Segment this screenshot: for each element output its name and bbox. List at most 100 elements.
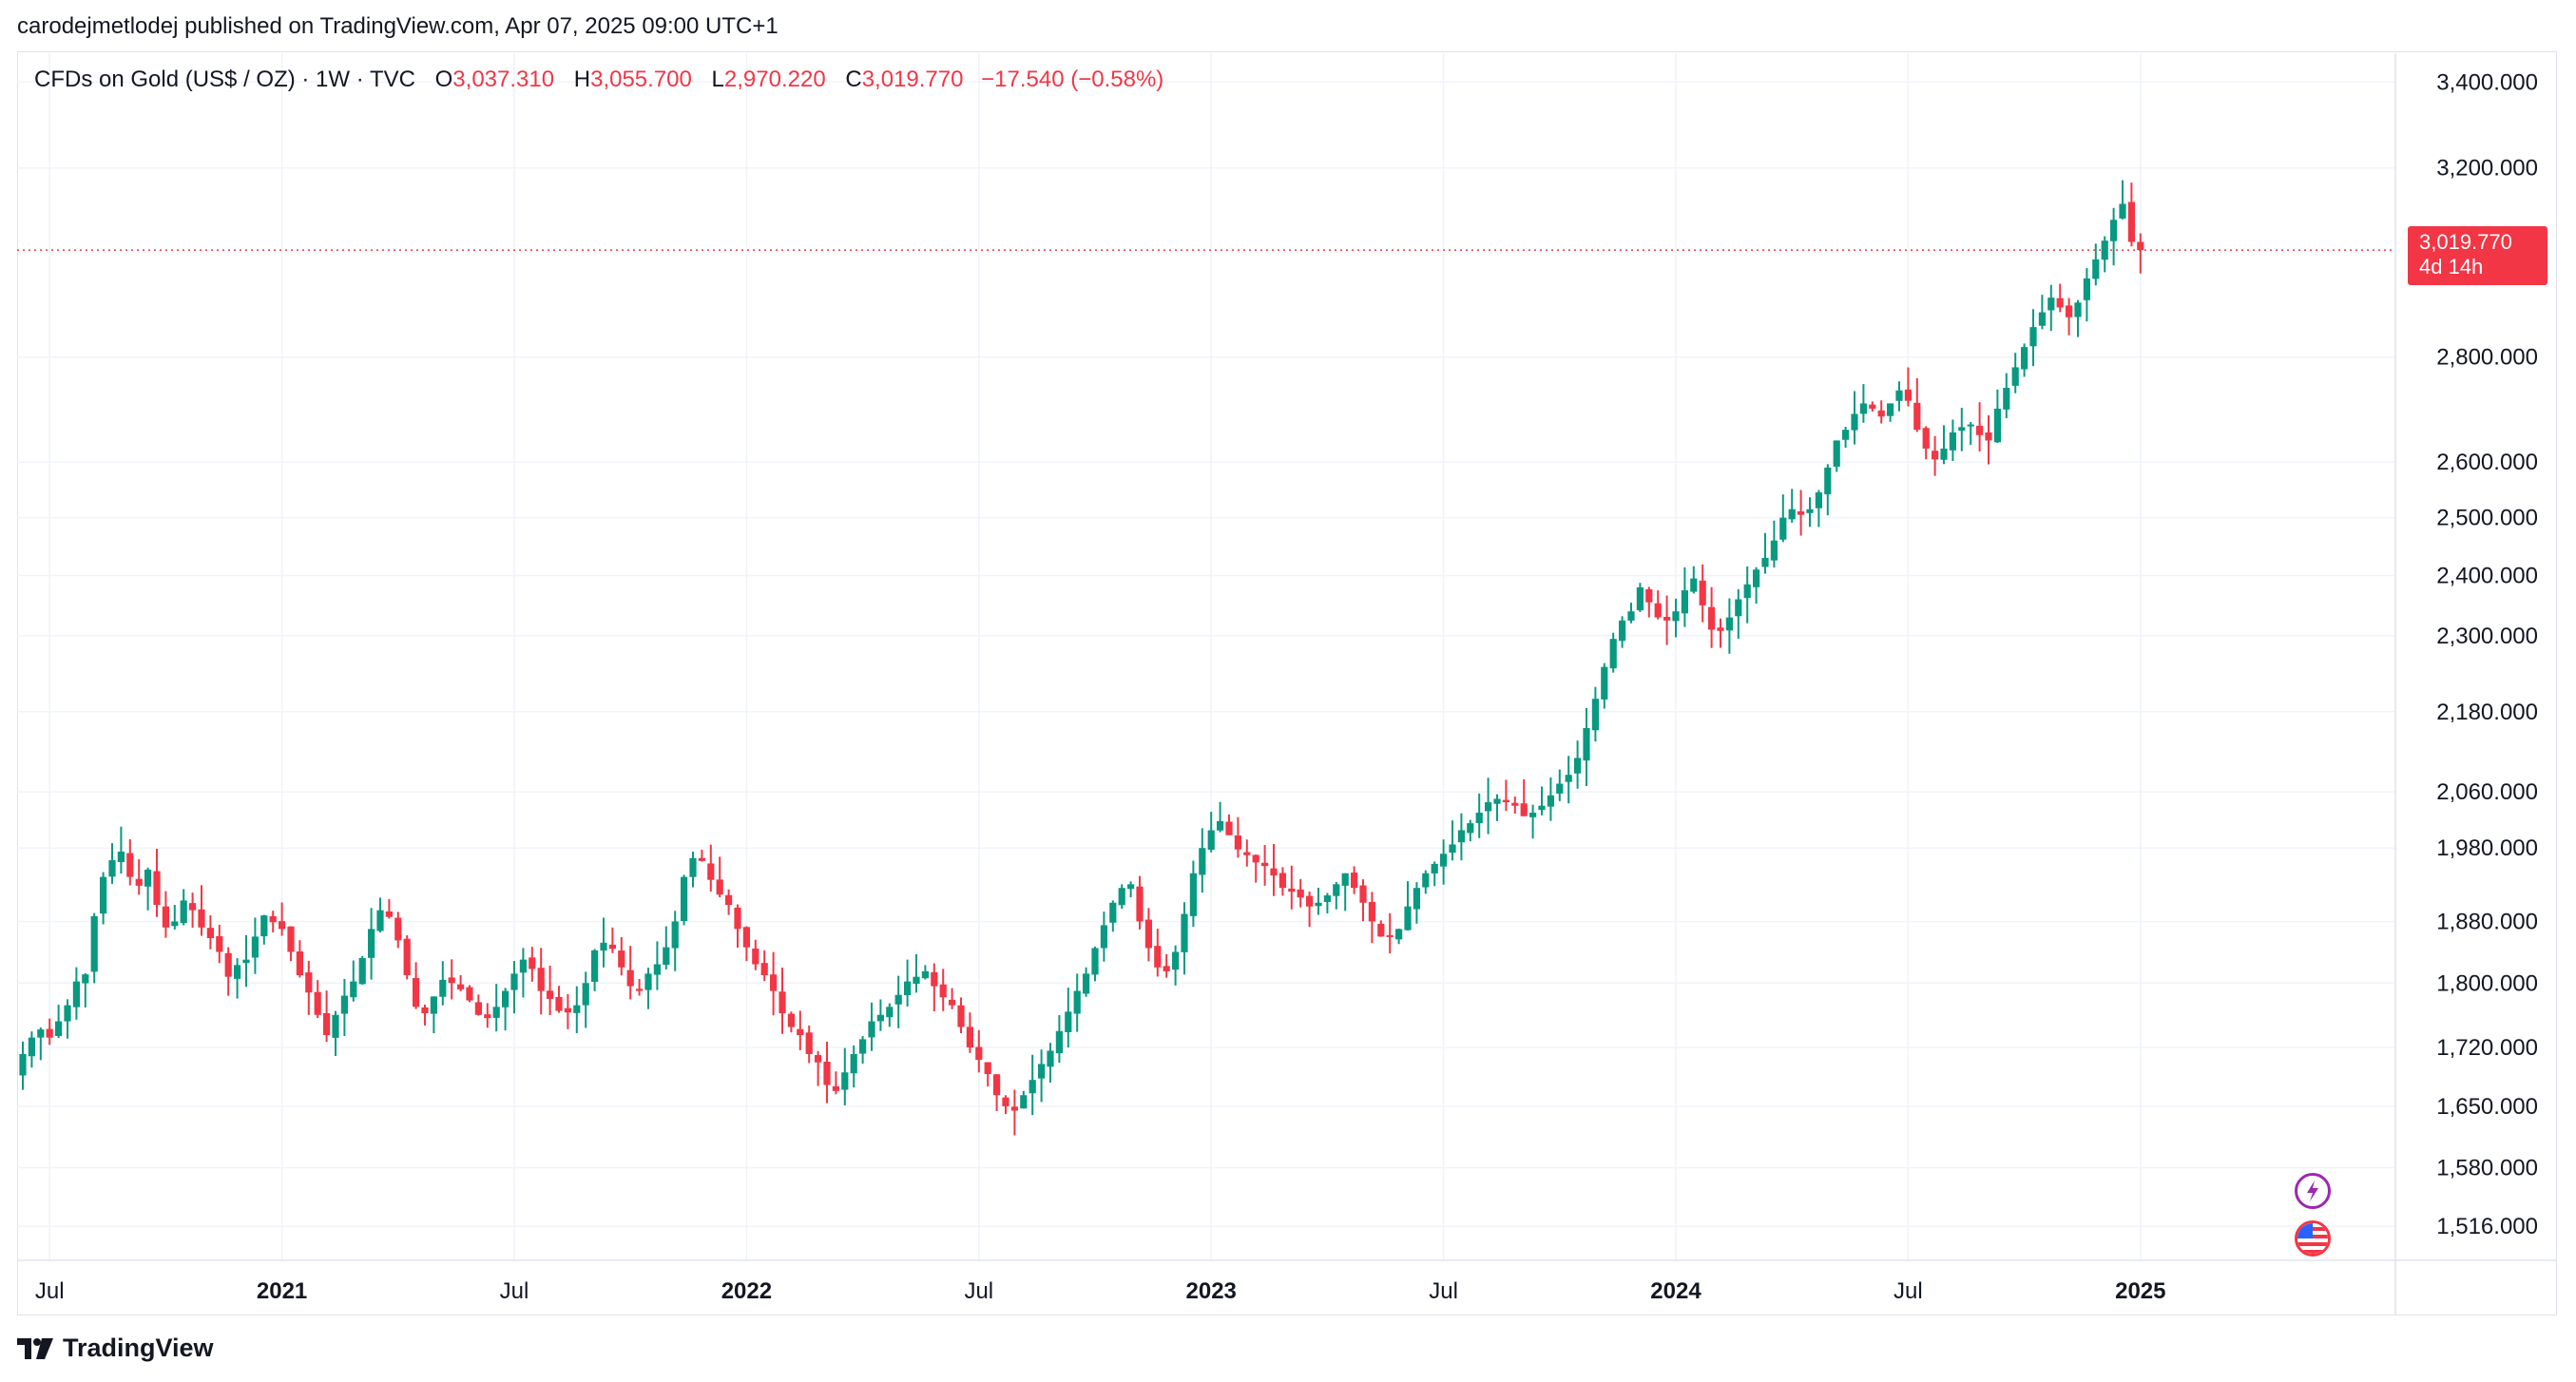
candle-body [671,921,679,949]
candle [1842,426,1850,449]
us-flag-event-icon[interactable] [2295,1220,2331,1257]
candle [1217,801,1224,833]
candle-body [82,974,89,984]
candle [2047,284,2055,332]
candle [117,826,125,874]
x-tick-label: 2025 [2115,1278,2165,1304]
candle-body [162,906,169,928]
candle [698,849,705,862]
candle [1038,1049,1046,1103]
candle-body [1136,886,1144,922]
close-label: C [845,67,862,92]
candle [573,986,581,1034]
candle-body [1538,805,1546,811]
candle-body [859,1039,867,1054]
y-tick-label: 1,516.000 [2436,1214,2538,1239]
candle-body [939,984,947,998]
candle-body [1091,948,1099,975]
candle [1278,867,1286,896]
candle-body [1967,424,1974,427]
x-tick-label: Jul [500,1278,529,1304]
candle-body [1199,848,1206,875]
candle [1359,879,1367,922]
candle-body [1511,802,1519,806]
candle [64,999,71,1039]
candle [1547,777,1554,821]
x-tick-label: Jul [1429,1278,1458,1304]
candle-body [1976,425,1984,435]
candle [716,856,723,897]
candle-body [832,1085,839,1091]
candle-body [1431,863,1438,873]
open-label: O [434,67,453,92]
candle-body [1681,590,1688,614]
candle-body [1083,973,1090,994]
y-tick-label: 1,650.000 [2436,1094,2538,1120]
candle-body [1779,517,1787,540]
candle [28,1031,35,1068]
candle-body [1172,951,1180,970]
candle-body [413,977,420,1008]
candle-body [734,907,741,930]
candle [2083,268,2090,322]
candle-body [984,1062,991,1075]
candle [1815,489,1822,528]
candle [55,1005,63,1039]
lightning-event-icon[interactable] [2295,1173,2331,1209]
candle [975,1029,983,1073]
low-label: L [711,67,724,92]
candle [1413,882,1420,924]
candle [413,962,420,1009]
candle-body [2047,298,2055,311]
candle-body [108,860,116,877]
candle-body [815,1055,822,1063]
candle [260,914,268,945]
candle-body [636,989,644,991]
candle-body [1100,925,1107,949]
candle [2056,283,2064,313]
candle-body [975,1046,983,1061]
candle-body [1645,588,1653,603]
y-tick-label: 2,180.000 [2436,700,2538,725]
candle [1207,812,1215,853]
candle [46,1018,53,1046]
candle [1520,778,1528,816]
candle-body [368,929,375,958]
candle-body [1913,402,1921,431]
candle [1690,566,1698,594]
candle [1091,946,1099,982]
candle-body [126,853,134,877]
candle-body [966,1027,973,1048]
candle-body [1440,854,1448,867]
candle [1743,566,1751,624]
candle [1824,464,1832,516]
ohlc-legend: CFDs on Gold (US$ / OZ) · 1W · TVC O3,03… [34,67,1163,93]
candle [492,984,500,1032]
candle-body [2066,305,2073,317]
candle [886,1003,894,1027]
tradingview-logo[interactable]: TradingView [17,1334,214,1363]
candle-body [1485,802,1492,812]
candle [1261,845,1269,886]
candle [90,912,98,984]
candle-body [1297,889,1304,898]
candle [394,912,402,949]
candle-body [144,869,152,887]
candle [1377,920,1385,937]
candle [2074,299,2082,337]
candle [841,1047,849,1105]
candle-body [716,879,723,895]
candle [314,980,321,1019]
candle [591,949,599,991]
candle-body [376,910,384,931]
candle-body [653,964,661,975]
candle-body [403,938,411,976]
candle-body [1770,540,1778,561]
candle [1127,881,1135,898]
candle-body [2101,240,2108,260]
candle-body [1475,813,1483,824]
candle [430,996,437,1033]
candle [1136,875,1144,930]
candle-body [28,1037,35,1057]
